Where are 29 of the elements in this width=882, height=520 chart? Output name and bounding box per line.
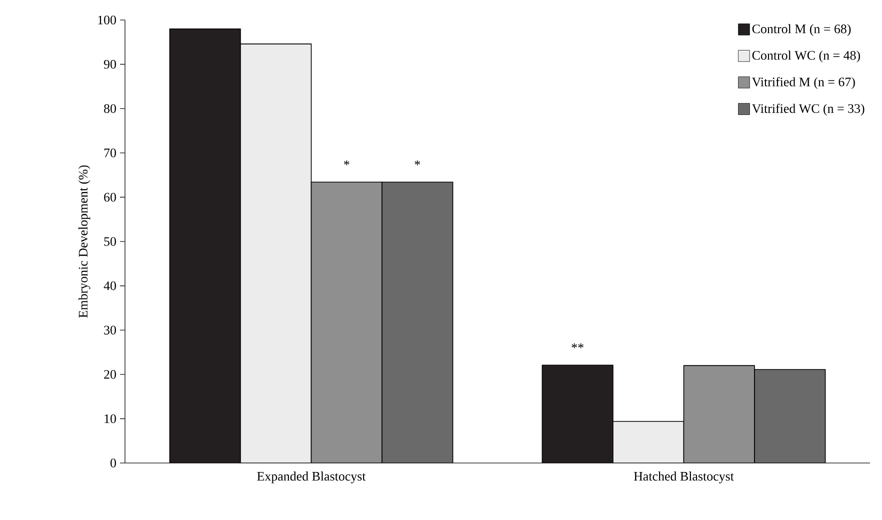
y-tick-label: 10 <box>104 414 116 424</box>
bar <box>542 364 614 463</box>
legend-label: Control WC (n = 48) <box>752 50 860 62</box>
y-tick-label: 100 <box>98 16 116 24</box>
y-tick-label: 40 <box>104 281 116 290</box>
legend-label: Control M (n = 68) <box>752 24 851 36</box>
y-tick-label: 60 <box>104 192 116 202</box>
legend-label: Vitrified WC (n = 33) <box>752 104 864 116</box>
bar <box>612 420 684 463</box>
bar <box>754 369 826 463</box>
bar <box>169 28 241 463</box>
y-tick-label: 90 <box>104 60 116 69</box>
y-tick-label: 70 <box>104 148 116 158</box>
bar <box>240 44 312 463</box>
y-tick-label: 50 <box>104 237 116 246</box>
annotation: * <box>414 160 420 166</box>
y-axis-title: Embryonic Development (%) <box>78 165 90 318</box>
bar <box>310 182 382 463</box>
y-tick-label: 80 <box>104 104 116 113</box>
x-tick-label: Hatched Blastocyst <box>634 472 734 484</box>
bar <box>382 182 454 463</box>
y-tick-label: 0 <box>110 458 116 468</box>
x-tick-label: Expanded Blastocyst <box>257 472 366 484</box>
annotation: * <box>344 160 350 166</box>
y-tick-label: 30 <box>104 326 116 334</box>
legend-label: Vitrified M (n = 67) <box>752 77 855 89</box>
bar <box>683 365 755 463</box>
y-tick-label: 20 <box>104 370 116 379</box>
annotation: ** <box>572 343 584 348</box>
